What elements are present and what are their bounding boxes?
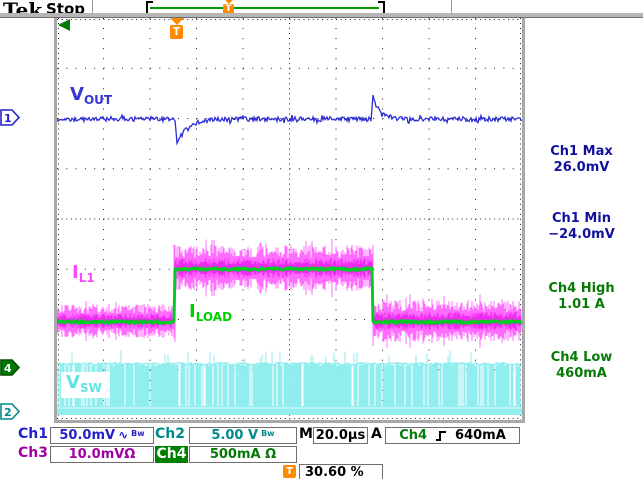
ch3-label: Ch3: [18, 445, 48, 461]
trigger-level: 640mA: [455, 428, 506, 443]
trigger-position-icon: T: [283, 465, 296, 478]
measurement-ch4-high: Ch4 High 1.01 A: [548, 281, 615, 312]
graticule: VOUT IL1 ILOAD VSW T: [57, 18, 522, 420]
channel-2-marker: 2: [0, 403, 20, 420]
ch2-scale-readout: 5.00 V Bw: [189, 427, 297, 444]
readout-bar: Ch1 50.0mV ∿ Bw Ch2 5.00 V Bw M 20.0µs A…: [0, 426, 643, 479]
record-trigger-position-icon: T: [223, 0, 235, 15]
timebase-label: M: [299, 426, 313, 442]
ch2-vsw-trace: [57, 349, 521, 412]
rising-edge-icon: [436, 430, 447, 441]
measurement-ch1-max: Ch1 Max 26.0mV: [550, 144, 613, 175]
ch2-top-level: [57, 362, 522, 367]
trace-label-iload: ILOAD: [185, 301, 239, 327]
svg-text:4: 4: [4, 362, 12, 375]
ch4-label: Ch4: [155, 446, 188, 463]
ch4-measure-arrow-icon: [58, 19, 70, 31]
ch2-low-band: [57, 406, 522, 415]
measurement-ch1-min: Ch1 Min −24.0mV: [548, 211, 615, 242]
trigger-readout: Ch4 640mA: [385, 427, 520, 444]
ch1-vout-trace: [57, 94, 522, 146]
tek-logo: Tek: [3, 0, 43, 22]
graticule-bevel: [54, 18, 57, 423]
ac-coupling-icon: ∿: [118, 428, 129, 442]
ch1-label: Ch1: [18, 426, 48, 442]
ch4-scale-readout: 500mA Ω: [189, 446, 297, 463]
graticule-bevel: [54, 420, 525, 423]
channel-4-marker: 4: [0, 359, 20, 376]
svg-text:2: 2: [4, 406, 12, 419]
ch3-il1-trace: [57, 239, 522, 348]
waveform-canvas: [57, 18, 522, 420]
channel-1-marker: 1: [0, 109, 20, 126]
trigger-position-marker: T: [169, 18, 184, 39]
svg-text:1: 1: [4, 112, 12, 125]
timebase-readout: 20.0µs: [313, 427, 368, 444]
measurement-ch4-low: Ch4 Low 460mA: [550, 350, 613, 381]
ch1-scale-readout: 50.0mV ∿ Bw: [50, 427, 154, 444]
ch4-iload-trace: [57, 266, 522, 325]
trigger-mode-label: A: [371, 426, 382, 442]
trigger-arrow-icon: [169, 18, 184, 25]
trace-label-vsw: VSW: [61, 372, 110, 398]
toolbar-divider: [0, 13, 643, 18]
trigger-arrow-icon: [225, 0, 233, 4]
trigger-source: Ch4: [399, 428, 428, 443]
bandwidth-limit-icon: Bw: [131, 429, 145, 438]
trace-label-il1: IL1: [72, 262, 95, 285]
header-separator: [451, 0, 452, 13]
graticule-bevel: [522, 18, 525, 423]
ch2-label: Ch2: [155, 426, 185, 442]
header-separator: [92, 0, 93, 13]
record-view-bar: [150, 7, 379, 9]
trigger-position-readout: 30.60 %: [299, 464, 383, 479]
ch3-scale-readout: 10.0mVΩ: [50, 446, 154, 463]
bandwidth-limit-icon: Bw: [261, 429, 275, 438]
trace-label-vout: VOUT: [70, 84, 113, 107]
